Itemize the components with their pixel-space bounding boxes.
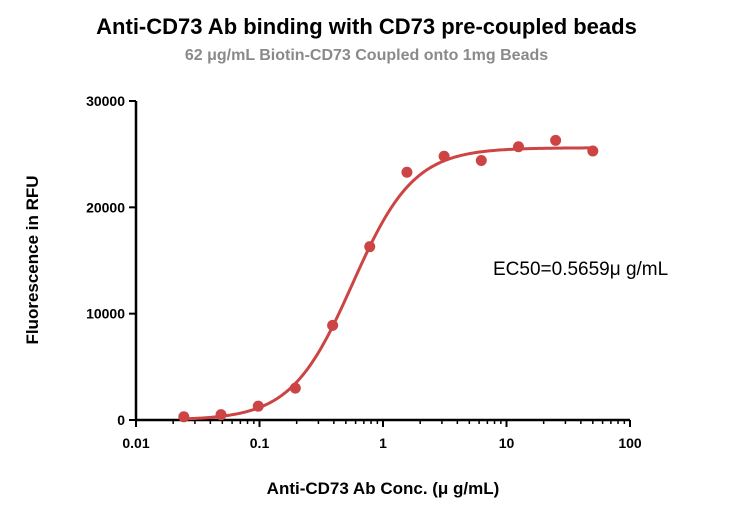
data-point bbox=[401, 166, 413, 178]
y-tick-label: 0 bbox=[117, 412, 125, 428]
chart-subtitle: 62 μg/mL Biotin-CD73 Coupled onto 1mg Be… bbox=[184, 47, 549, 64]
y-axis-label: Fluorescence in RFU bbox=[23, 175, 42, 344]
ec50-annotation: EC50=0.5659μ g/mL bbox=[493, 259, 668, 280]
x-tick-label: 1 bbox=[379, 435, 387, 451]
x-tick-label: 10 bbox=[499, 435, 515, 451]
data-point bbox=[215, 409, 227, 421]
axis-ticks: 0.01 0.1 1 10 100 0 10000 20000 30000 bbox=[86, 93, 642, 451]
data-point bbox=[438, 150, 450, 162]
data-point bbox=[512, 141, 524, 153]
x-tick-label: 0.1 bbox=[250, 435, 270, 451]
y-tick-label: 20000 bbox=[86, 199, 125, 215]
data-point bbox=[178, 411, 190, 423]
x-tick-label: 0.01 bbox=[122, 435, 149, 451]
y-tick-label: 10000 bbox=[86, 306, 125, 322]
data-point bbox=[587, 145, 599, 157]
y-tick-label: 30000 bbox=[86, 93, 125, 109]
data-point bbox=[550, 134, 562, 146]
data-point bbox=[252, 400, 264, 412]
chart-title: Anti-CD73 Ab binding with CD73 pre-coupl… bbox=[96, 14, 637, 39]
fit-curve bbox=[183, 146, 593, 421]
x-axis-label: Anti-CD73 Ab Conc. (μ g/mL) bbox=[267, 479, 500, 498]
data-point bbox=[364, 241, 376, 253]
data-points bbox=[178, 134, 599, 423]
data-point bbox=[327, 319, 339, 331]
data-point bbox=[475, 155, 487, 167]
x-tick-label: 100 bbox=[618, 435, 642, 451]
data-point bbox=[289, 382, 301, 394]
